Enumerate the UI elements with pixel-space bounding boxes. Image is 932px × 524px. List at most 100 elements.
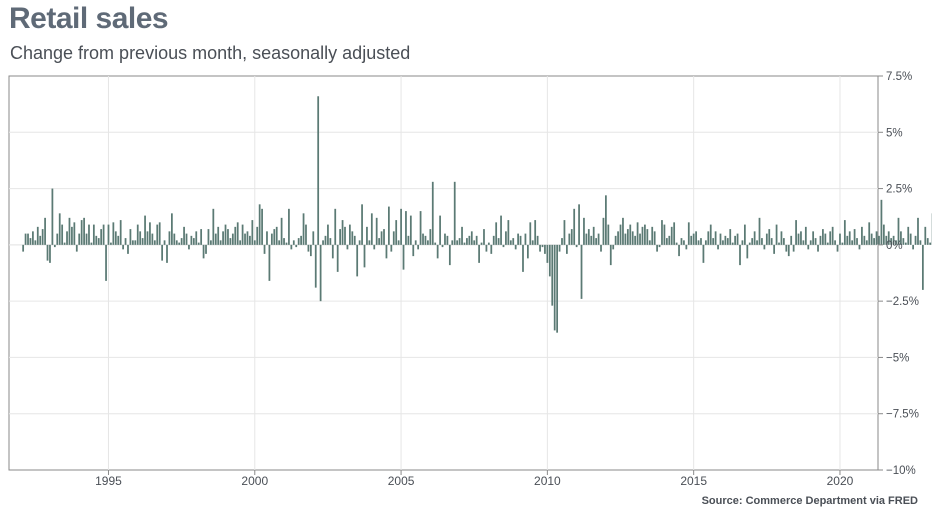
bar [495,222,498,245]
bar [353,235,356,245]
bar [166,244,168,263]
bar [453,181,456,245]
bar [97,238,100,245]
bar [907,226,910,245]
bar [36,226,39,245]
bar [517,233,519,245]
bar [346,244,349,250]
bar [285,242,288,245]
bar [702,244,705,263]
bar [858,244,861,250]
bar [427,240,429,245]
bar [280,217,283,245]
bar [263,244,266,254]
bar [288,208,290,245]
y-tick-label: 5% [886,127,903,139]
y-tick-label: −5% [886,352,909,364]
bar [392,231,395,245]
bar [34,240,37,245]
bar [636,222,639,245]
bar [329,238,332,245]
bar [156,224,159,245]
bar [44,217,46,245]
bar [49,244,51,263]
bar [566,244,568,254]
bar [826,242,829,245]
bar [434,242,437,245]
bar [743,224,746,245]
bar [544,244,546,254]
bar [780,231,783,245]
bar [783,238,785,245]
y-axis: 7.5% 5% 2.5% 0% −2.5% −5% −7.5% −10% [878,71,919,477]
bar [468,235,471,245]
bar [309,244,312,257]
bar [319,244,322,302]
bar [197,242,200,245]
bar [597,233,600,245]
bar [173,233,176,245]
bar [680,238,683,245]
bar [765,233,768,245]
bar [414,240,417,245]
bar [712,238,715,245]
bar [95,235,98,245]
bar [268,244,271,281]
bar [761,238,763,245]
bar [463,242,466,245]
bar [512,238,515,245]
bar [524,233,527,245]
bar [114,231,117,245]
x-tick-label: 2010 [534,474,561,488]
bar [178,242,181,245]
bar [422,233,424,245]
bar [539,244,541,252]
bar [153,240,156,245]
bar [80,220,83,245]
bar [246,231,249,245]
bar [24,233,27,245]
bar [758,217,761,245]
bar [188,244,190,250]
bar [863,235,866,245]
bar [366,226,368,245]
bar [600,244,602,252]
bar [882,224,885,245]
bar [553,244,556,331]
bar [926,238,929,245]
bar [704,240,707,245]
bar [522,244,524,272]
bar [75,244,78,252]
bar [127,244,129,254]
bar [617,231,619,245]
bar [71,226,73,245]
bar [800,231,802,245]
bar [361,204,363,245]
bar [534,220,537,245]
bar [873,238,875,245]
bar [841,242,844,245]
bar [380,231,383,245]
bar [107,224,110,245]
bar [770,238,773,245]
bar [824,233,827,245]
bar [683,240,685,245]
bar [139,231,142,245]
bar [861,226,863,245]
bar [424,235,427,245]
bar [358,240,361,245]
bar [175,240,178,245]
bar [556,244,559,333]
bar [231,233,234,245]
bar [185,233,188,245]
bar [149,222,151,245]
bar [809,240,812,245]
bar [129,229,132,245]
bar [244,233,246,245]
bar [190,235,193,245]
bar [229,238,232,245]
bar [249,235,251,245]
bar [305,224,307,245]
bar [312,231,315,245]
bar [192,238,195,245]
